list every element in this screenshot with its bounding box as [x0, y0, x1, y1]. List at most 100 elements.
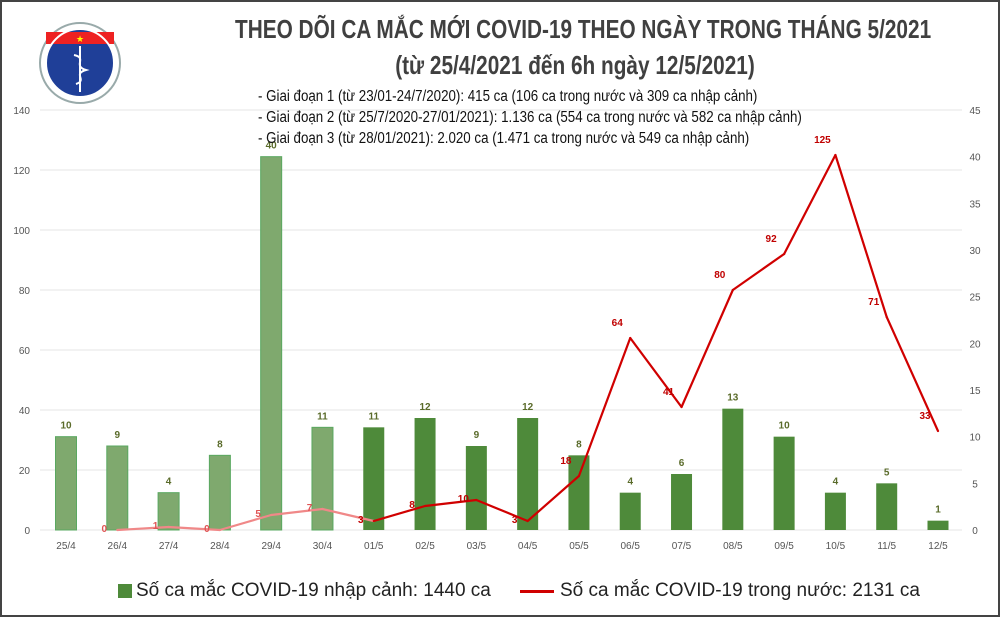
left-tick-label: 120	[13, 166, 30, 177]
bar	[363, 427, 385, 530]
line-value-label: 0	[204, 524, 210, 535]
x-tick-label: 11/5	[877, 541, 896, 552]
x-tick-label: 03/5	[467, 541, 487, 552]
legend-bar: Số ca mắc COVID-19 nhập cảnh: 1440 ca	[118, 580, 491, 602]
line-segment	[885, 315, 940, 433]
x-tick-label: 27/4	[159, 541, 179, 552]
line-segment	[731, 252, 786, 292]
line-value-label: 33	[919, 411, 931, 422]
logo: ★	[39, 22, 121, 104]
right-tick-label: 35	[969, 199, 981, 210]
bar	[208, 454, 231, 531]
right-tick-label: 10	[969, 433, 981, 444]
line-value-label: 80	[714, 270, 726, 281]
left-tick-label: 60	[19, 346, 31, 357]
bar	[260, 156, 283, 531]
right-tick-label: 25	[969, 293, 981, 304]
notes: - Giai đoạn 1 (từ 23/01-24/7/2020): 415 …	[258, 86, 802, 149]
bar-value-label: 9	[115, 430, 121, 441]
x-tick-label: 06/5	[621, 541, 641, 552]
line-segment	[475, 498, 529, 523]
x-tick-label: 09/5	[774, 541, 794, 552]
bar-value-label: 12	[522, 402, 534, 413]
bar	[568, 455, 590, 530]
bar	[157, 492, 180, 531]
bar-value-label: 6	[679, 458, 685, 469]
bar	[722, 408, 744, 530]
line-value-label: 5	[255, 509, 261, 520]
left-tick-label: 40	[19, 406, 31, 417]
bar	[619, 492, 641, 530]
line-value-label: 3	[358, 515, 364, 526]
bar	[824, 492, 846, 530]
bar-value-label: 40	[266, 141, 278, 152]
line-segment	[629, 336, 683, 409]
x-tick-label: 25/4	[56, 541, 76, 552]
x-tick-label: 29/4	[261, 541, 281, 552]
x-tick-label: 30/4	[313, 541, 333, 552]
line-segment	[526, 474, 581, 523]
x-tick-label: 04/5	[518, 541, 538, 552]
bar	[106, 445, 129, 531]
right-tick-label: 30	[969, 246, 981, 257]
right-tick-label: 20	[969, 339, 981, 350]
note-phase-3: - Giai đoạn 3 (từ 28/01/2021): 2.020 ca …	[258, 130, 750, 147]
line-segment	[834, 153, 888, 319]
bar-value-label: 4	[833, 477, 839, 488]
bar	[465, 446, 487, 530]
note-phase-1: - Giai đoạn 1 (từ 23/01-24/7/2020): 415 …	[258, 88, 758, 105]
svg-text:★: ★	[76, 34, 84, 44]
line-segment	[577, 336, 632, 478]
right-tick-label: 45	[969, 106, 981, 117]
line-value-label: 71	[868, 297, 880, 308]
line-segment	[116, 525, 170, 532]
x-tick-label: 05/5	[569, 541, 589, 552]
line-segment	[270, 507, 324, 517]
line-value-label: 8	[409, 500, 415, 511]
bar-value-label: 4	[627, 477, 633, 488]
x-tick-label: 01/5	[364, 541, 384, 552]
left-tick-label: 100	[13, 226, 30, 237]
line-value-label: 0	[102, 524, 108, 535]
legend-bar-swatch	[118, 584, 132, 598]
bar-value-label: 12	[419, 402, 431, 413]
line-segment	[167, 525, 221, 532]
x-tick-label: 07/5	[672, 541, 692, 552]
bar	[311, 426, 334, 531]
bar-value-label: 5	[884, 467, 890, 478]
x-tick-label: 12/5	[928, 541, 948, 552]
bar	[876, 483, 898, 530]
line-segment	[423, 498, 478, 508]
bar	[671, 474, 693, 530]
left-tick-label: 20	[19, 466, 31, 477]
bar-value-label: 10	[60, 421, 72, 432]
bar-value-label: 10	[779, 421, 791, 432]
legend-bar-label: Số ca mắc COVID-19 nhập cảnh: 1440 ca	[136, 580, 491, 601]
line-value-label: 41	[663, 387, 675, 398]
left-tick-label: 0	[24, 526, 30, 537]
legend-line: Số ca mắc COVID-19 trong nước: 2131 ca	[520, 580, 920, 602]
line-segment	[372, 504, 427, 523]
bar-value-label: 9	[474, 430, 480, 441]
line-segment	[321, 507, 375, 523]
line-value-label: 125	[814, 135, 831, 146]
x-tick-label: 10/5	[826, 541, 846, 552]
x-tick-label: 08/5	[723, 541, 743, 552]
line-segment	[218, 513, 273, 532]
x-tick-label: 02/5	[415, 541, 435, 552]
line-value-label: 92	[766, 234, 778, 245]
line-value-label: 64	[612, 318, 624, 329]
bar-value-label: 4	[166, 477, 172, 488]
right-tick-label: 40	[969, 153, 981, 164]
line-value-label: 7	[307, 503, 313, 514]
note-phase-2: - Giai đoạn 2 (từ 25/7/2020-27/01/2021):…	[258, 109, 802, 126]
line-value-label: 3	[512, 515, 518, 526]
line-segment	[783, 153, 837, 256]
bar-value-label: 8	[217, 439, 223, 450]
bar-value-label: 13	[727, 393, 739, 404]
bar	[55, 436, 77, 531]
bar	[773, 436, 795, 530]
right-tick-label: 15	[969, 386, 981, 397]
